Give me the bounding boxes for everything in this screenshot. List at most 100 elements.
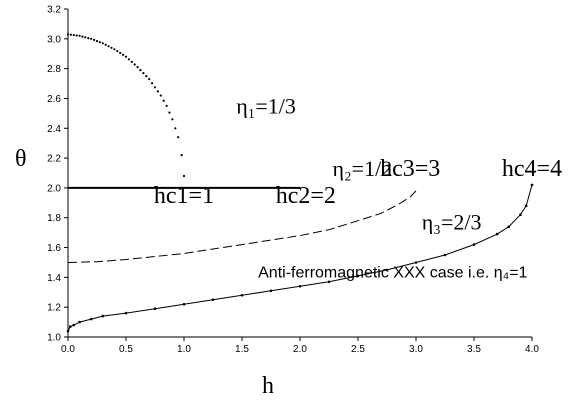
data-point <box>269 289 273 293</box>
data-point <box>177 136 180 139</box>
data-point <box>84 36 87 39</box>
data-point <box>174 127 177 130</box>
y-tick-label: 3.2 <box>47 5 61 16</box>
data-point <box>110 46 113 49</box>
axes: 0.0 0.5 1.0 1.5 2.0 2.5 3.0 3.5 4.0 1.0 1.2 1.4 1.6 1… <box>47 5 539 356</box>
data-point <box>119 51 122 55</box>
series-line <box>67 184 533 332</box>
data-point <box>182 174 186 178</box>
y-tick-label: 1.4 <box>47 273 61 284</box>
data-point <box>72 323 76 327</box>
y-tick-label: 1.8 <box>47 213 61 224</box>
data-point <box>156 90 159 93</box>
data-point <box>327 280 331 284</box>
data-point <box>148 78 151 81</box>
data-point <box>180 154 183 157</box>
data-point <box>443 253 447 257</box>
data-point <box>142 72 145 75</box>
series-1 <box>66 33 186 178</box>
data-point <box>66 329 70 333</box>
data-point <box>472 243 476 246</box>
data-point <box>104 43 107 46</box>
data-point <box>122 53 125 56</box>
x-tick-label: 4.0 <box>525 344 539 355</box>
data-point <box>133 63 136 66</box>
annotation-hc1: hc1=1 <box>154 183 214 209</box>
data-point <box>116 50 119 53</box>
data-point <box>124 311 128 315</box>
y-tick-label: 1.6 <box>47 243 61 254</box>
annotation-hc4: hc4=4 <box>502 156 562 182</box>
data-point <box>66 33 70 36</box>
y-tick-label: 1.0 <box>47 333 61 344</box>
data-point <box>495 232 499 236</box>
data-point <box>89 317 93 321</box>
data-point <box>530 183 534 187</box>
data-point <box>168 111 171 114</box>
data-point <box>182 302 186 306</box>
x-tick-label: 3.5 <box>467 344 481 355</box>
data-point <box>98 41 101 44</box>
data-point <box>113 48 116 51</box>
data-point <box>145 75 148 78</box>
data-point <box>69 33 72 36</box>
data-point <box>159 94 162 97</box>
data-point <box>72 34 75 37</box>
data-point <box>101 42 104 45</box>
data-point <box>93 38 96 42</box>
y-tick-label: 2.2 <box>47 154 61 165</box>
x-tick-label: 3.0 <box>409 344 423 355</box>
annotation-eta2: η₂=1/2 <box>333 156 393 181</box>
data-point <box>78 320 81 324</box>
data-point <box>507 225 511 228</box>
x-tick-label: 2.0 <box>293 344 307 355</box>
data-point <box>414 261 418 264</box>
data-point <box>130 60 133 64</box>
plot-series <box>66 33 534 333</box>
annotation-eta1: η₁=1/3 <box>236 93 296 118</box>
data-point <box>153 307 157 311</box>
annotation-hc2: hc2=2 <box>276 183 336 209</box>
data-point <box>136 66 139 69</box>
series-line <box>67 190 417 263</box>
data-point <box>78 34 81 37</box>
data-point <box>69 325 72 328</box>
x-tick-label: 0.5 <box>119 344 133 355</box>
data-point <box>356 274 360 278</box>
data-point <box>101 314 105 318</box>
data-point <box>385 268 389 272</box>
y-tick-label: 2.4 <box>47 124 61 135</box>
data-point <box>75 34 78 37</box>
annotation-hc3: hc3=3 <box>380 156 440 182</box>
y-axis-title: θ <box>15 146 27 172</box>
x-tick-label: 1.0 <box>177 344 191 355</box>
x-tick-label: 0.0 <box>61 344 75 355</box>
y-tick-label: 1.2 <box>47 303 61 314</box>
series-4 <box>66 183 534 333</box>
x-tick-label: 2.5 <box>351 344 365 355</box>
y-tick-label: 2.8 <box>47 64 61 75</box>
data-point <box>171 118 174 121</box>
annotation-xxx: Anti-ferromagnetic XXX case i.e. η₄=1 <box>258 264 527 281</box>
data-point <box>240 294 244 297</box>
data-point <box>87 37 90 40</box>
data-point <box>211 298 215 302</box>
data-point <box>519 213 522 216</box>
data-point <box>139 69 142 72</box>
series-3 <box>67 190 417 263</box>
data-point <box>162 99 165 102</box>
data-point <box>127 58 130 61</box>
data-point <box>153 86 157 89</box>
data-point <box>81 35 84 38</box>
data-point <box>95 40 99 43</box>
annotation-eta3: η₃=2/3 <box>422 210 482 235</box>
data-point <box>151 82 154 85</box>
y-tick-label: 2.6 <box>47 94 61 105</box>
x-tick-label: 1.5 <box>235 344 249 355</box>
data-point <box>524 204 528 208</box>
y-tick-label: 3.0 <box>47 34 61 45</box>
data-point <box>90 37 93 40</box>
data-point <box>298 285 302 288</box>
